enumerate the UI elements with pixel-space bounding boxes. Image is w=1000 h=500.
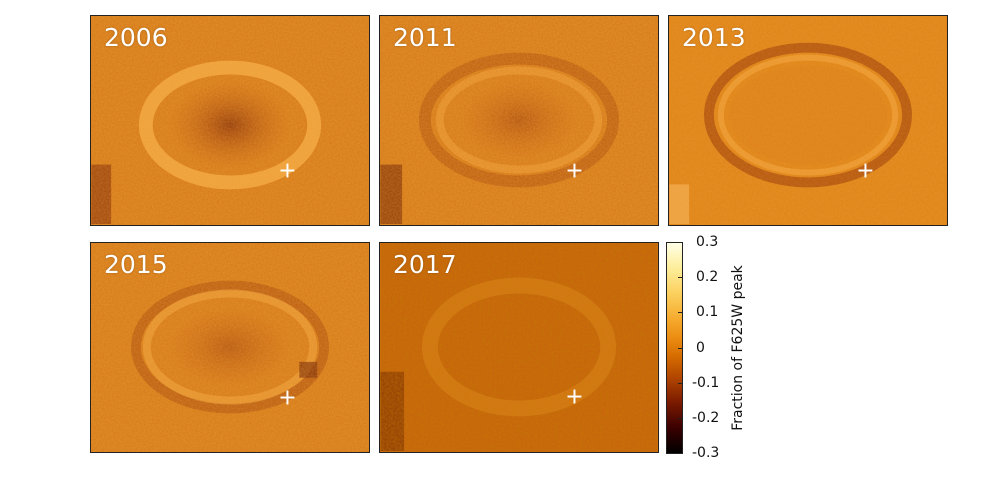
colorbar-tick-label: 0.2 (696, 269, 719, 285)
panel-2006: 2006 (90, 15, 370, 226)
panel-2017-image (380, 243, 658, 452)
plus-marker-icon (280, 163, 295, 178)
panel-year-label: 2015 (104, 250, 168, 279)
panel-year-label: 2006 (104, 23, 168, 52)
panel-2017: 2017 (379, 242, 659, 453)
colorbar-tick-label: 0.3 (696, 234, 719, 250)
panel-year-label: 2013 (682, 23, 746, 52)
panel-2011-image (380, 16, 658, 225)
colorbar-label: Fraction of F625W peak (730, 265, 746, 431)
colorbar-tick-mark (678, 242, 683, 243)
colorbar-tick-mark (678, 383, 683, 384)
panel-2013: 2013 (668, 15, 948, 226)
colorbar-tick-label: 0 (696, 340, 705, 356)
panel-2015-image (91, 243, 369, 452)
colorbar-tick-label: 0.1 (696, 304, 719, 320)
colorbar-tick-mark (678, 418, 683, 419)
plus-marker-icon (567, 389, 582, 404)
panel-2015: 2015 (90, 242, 370, 453)
panel-2006-image (91, 16, 369, 225)
plus-marker-icon (858, 163, 873, 178)
colorbar-tick-mark (678, 312, 683, 313)
colorbar-tick-label: -0.3 (692, 445, 720, 461)
colorbar-tick-label: -0.2 (692, 410, 720, 426)
panel-2011: 2011 (379, 15, 659, 226)
colorbar-tick-mark (678, 277, 683, 278)
panel-year-label: 2017 (393, 250, 457, 279)
colorbar-tick-mark (678, 348, 683, 349)
plus-marker-icon (280, 390, 295, 405)
plus-marker-icon (567, 163, 582, 178)
panel-year-label: 2011 (393, 23, 457, 52)
colorbar-tick-label: -0.1 (692, 375, 720, 391)
panel-2013-image (669, 16, 947, 225)
